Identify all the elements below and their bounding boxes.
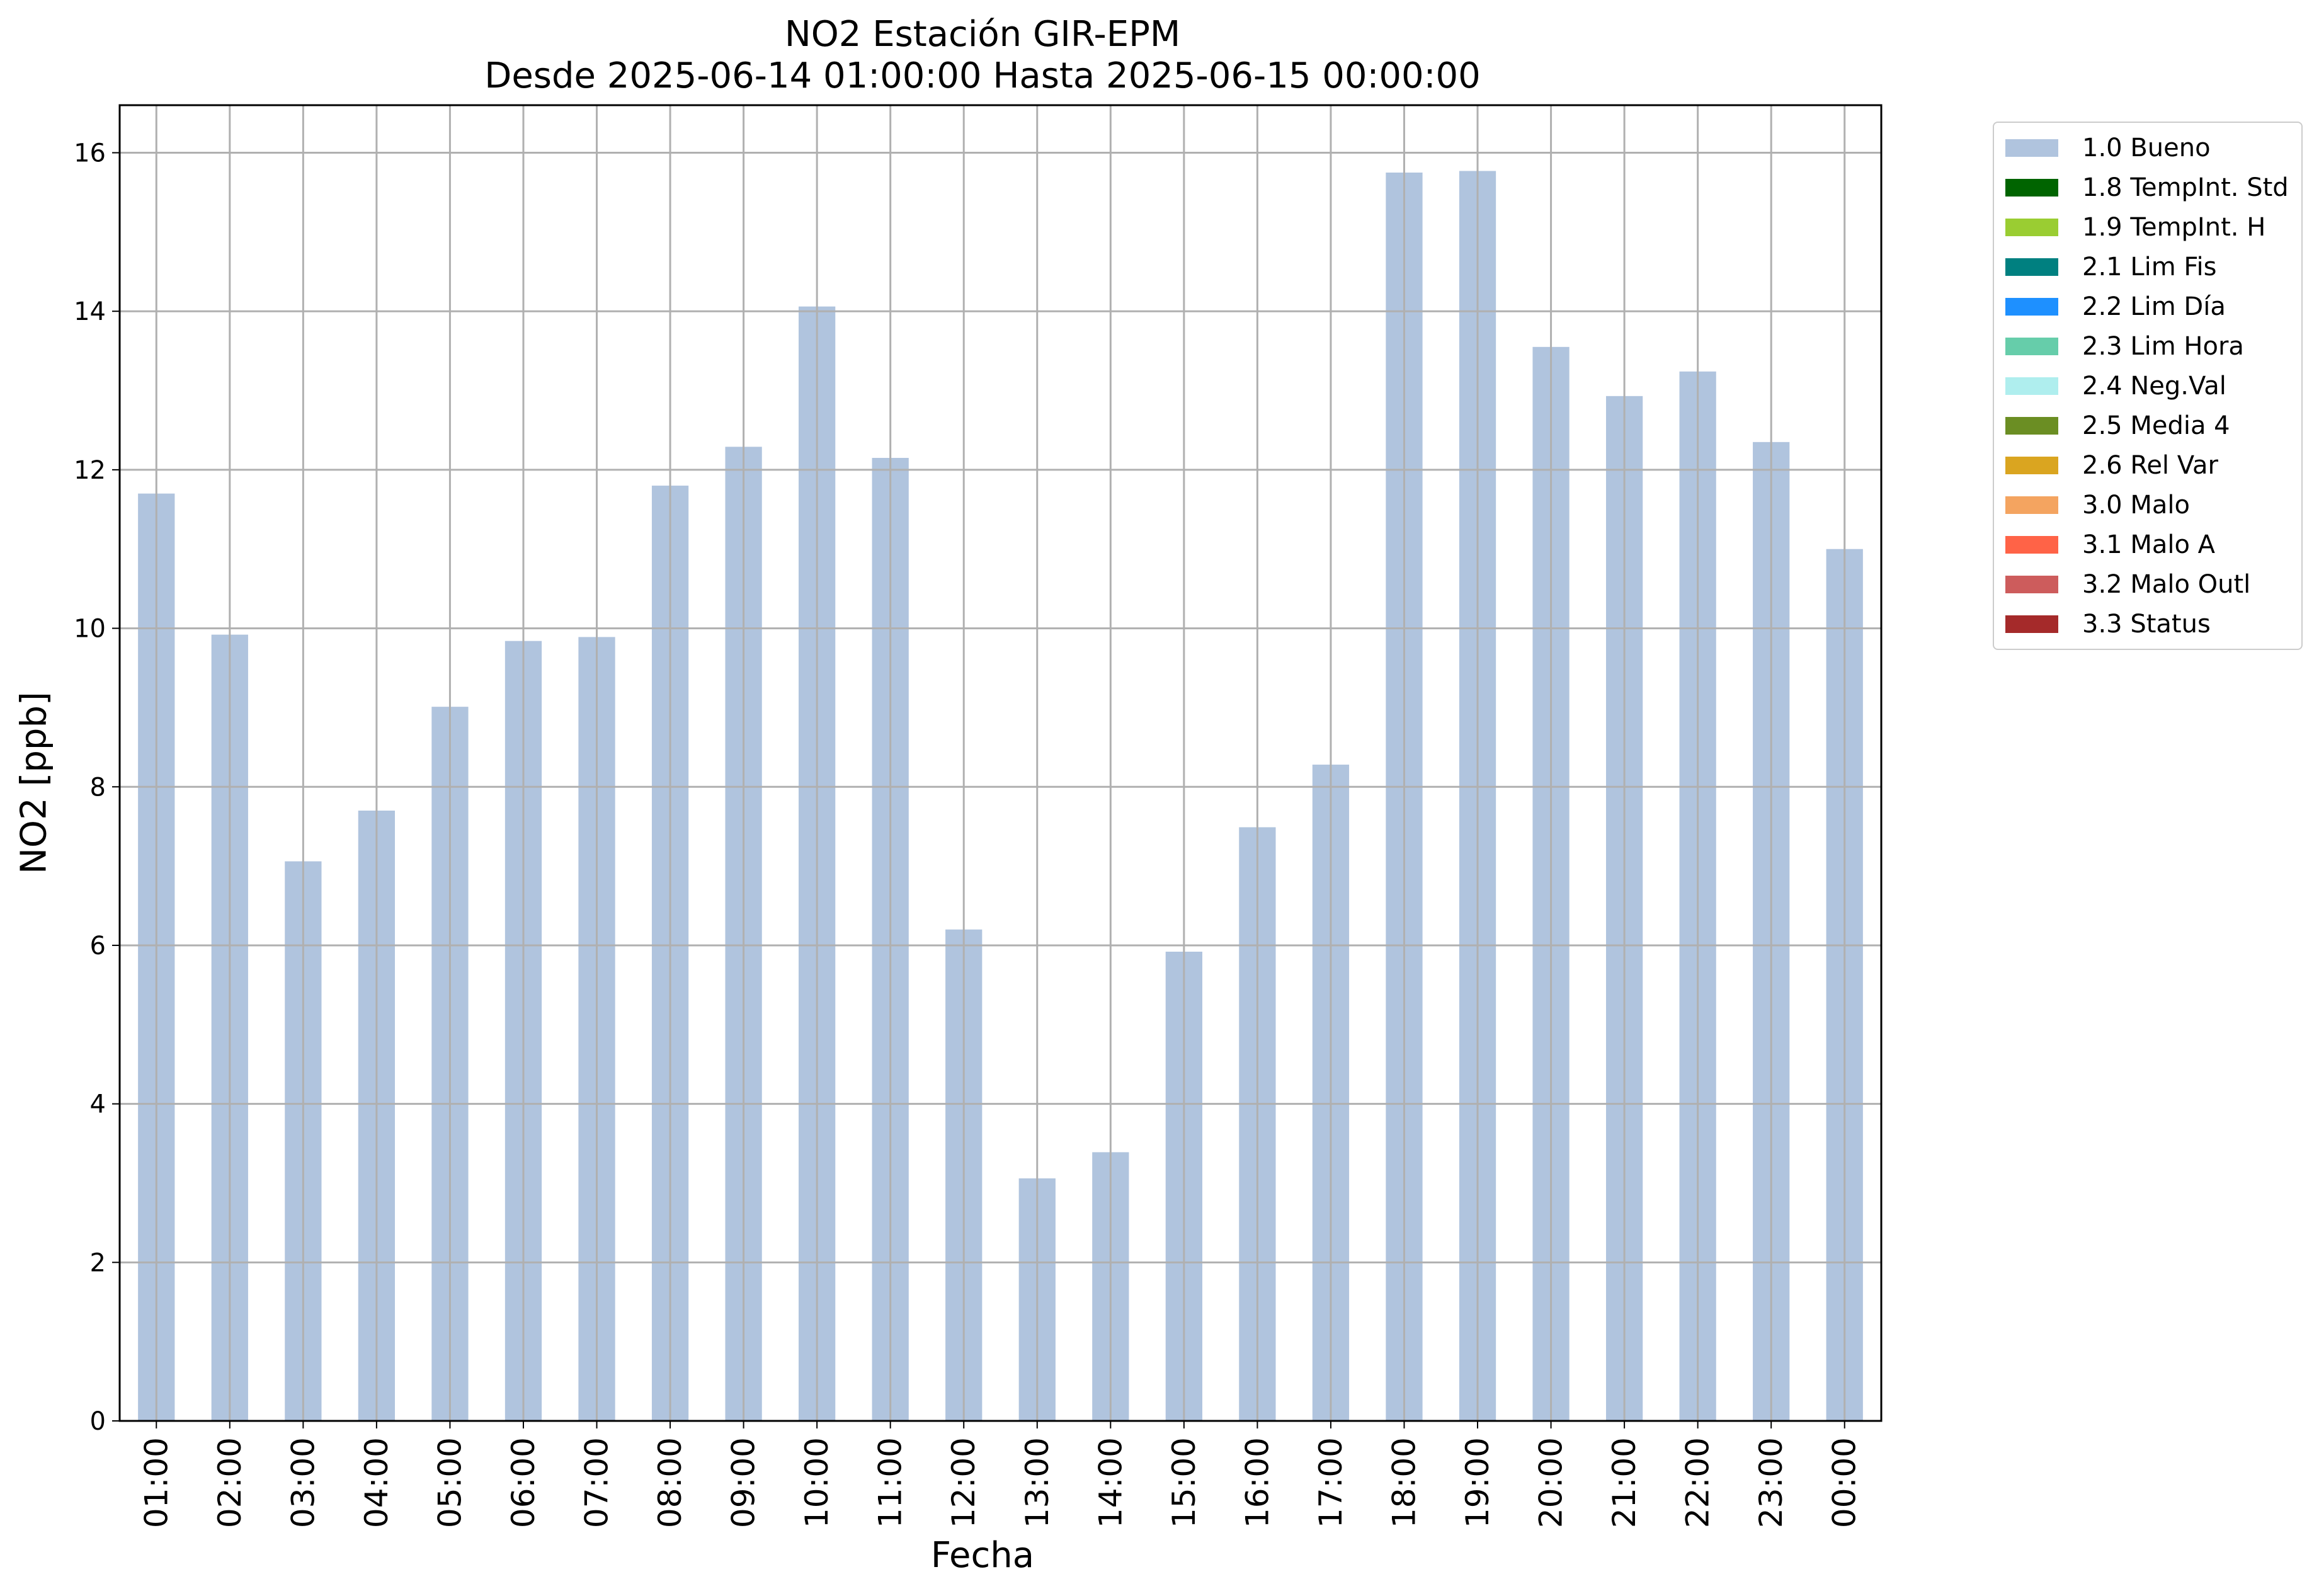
y-tick-label: 14 [74, 297, 106, 326]
legend-item: 2.5 Media 4 [1994, 406, 2301, 445]
x-tick-label: 11:00 [872, 1437, 909, 1528]
legend-label: 1.9 TempInt. H [2082, 212, 2266, 242]
legend-swatch [2005, 575, 2058, 593]
legend: 1.0 Bueno 1.8 TempInt. Std 1.9 TempInt. H 2… [1993, 122, 2303, 650]
legend-label: 3.1 Malo A [2082, 530, 2216, 559]
y-tick-label: 2 [90, 1248, 106, 1277]
legend-item: 1.0 Bueno [1994, 128, 2301, 168]
legend-swatch [2005, 297, 2058, 316]
legend-swatch [2005, 456, 2058, 474]
x-tick-label: 17:00 [1313, 1437, 1349, 1528]
legend-item: 1.9 TempInt. H [1994, 207, 2301, 247]
x-tick-label: 04:00 [358, 1437, 395, 1528]
legend-swatch [2005, 416, 2058, 435]
x-tick-label: 12:00 [945, 1437, 982, 1528]
y-tick-label: 4 [90, 1090, 106, 1119]
x-tick-label: 07:00 [579, 1437, 615, 1528]
y-tick-label: 8 [90, 773, 106, 802]
x-tick-label: 20:00 [1533, 1437, 1570, 1528]
legend-swatch [2005, 178, 2058, 197]
chart-title: NO2 Estación GIR-EPM [784, 14, 1181, 55]
legend-label: 1.8 TempInt. Std [2082, 173, 2289, 202]
x-tick-label: 13:00 [1019, 1437, 1056, 1528]
legend-swatch [2005, 218, 2058, 236]
x-tick-label: 01:00 [138, 1437, 174, 1528]
legend-label: 3.0 Malo [2082, 490, 2190, 520]
x-tick-label: 02:00 [212, 1437, 248, 1528]
y-tick-label: 10 [74, 615, 106, 644]
legend-item: 3.3 Status [1994, 604, 2301, 644]
legend-swatch [2005, 139, 2058, 157]
legend-item: 2.2 Lim Día [1994, 287, 2301, 326]
legend-label: 2.5 Media 4 [2082, 411, 2230, 440]
legend-label: 2.4 Neg.Val [2082, 371, 2226, 401]
y-tick-label: 6 [90, 932, 106, 960]
y-tick-label: 0 [90, 1407, 106, 1436]
plot-frame [118, 104, 1883, 1422]
x-tick-label: 23:00 [1753, 1437, 1789, 1528]
x-tick-label: 10:00 [799, 1437, 835, 1528]
legend-item: 2.1 Lim Fis [1994, 247, 2301, 287]
x-tick-label: 16:00 [1239, 1437, 1275, 1528]
x-tick-label: 18:00 [1386, 1437, 1422, 1528]
legend-label: 2.1 Lim Fis [2082, 252, 2217, 282]
x-tick-label: 06:00 [505, 1437, 542, 1528]
legend-swatch [2005, 258, 2058, 276]
x-tick-label: 22:00 [1680, 1437, 1716, 1528]
x-tick-label: 14:00 [1092, 1437, 1129, 1528]
y-axis-label: NO2 [ppb] [13, 692, 55, 874]
legend-swatch [2005, 535, 2058, 554]
legend-swatch [2005, 615, 2058, 633]
x-tick-label: 03:00 [285, 1437, 321, 1528]
legend-item: 3.2 Malo Outl [1994, 564, 2301, 604]
x-tick-label: 15:00 [1166, 1437, 1202, 1528]
legend-item: 3.1 Malo A [1994, 525, 2301, 564]
legend-item: 1.8 TempInt. Std [1994, 168, 2301, 207]
legend-label: 3.3 Status [2082, 609, 2211, 639]
legend-label: 2.3 Lim Hora [2082, 331, 2244, 361]
legend-item: 3.0 Malo [1994, 485, 2301, 525]
chart-subtitle: Desde 2025-06-14 01:00:00 Hasta 2025-06-… [484, 55, 1481, 96]
legend-item: 2.4 Neg.Val [1994, 366, 2301, 406]
x-tick-label: 05:00 [431, 1437, 468, 1528]
legend-label: 2.2 Lim Día [2082, 292, 2226, 321]
x-tick-label: 00:00 [1826, 1437, 1863, 1528]
legend-item: 2.6 Rel Var [1994, 445, 2301, 485]
x-axis-label: Fecha [930, 1535, 1035, 1576]
y-tick-label: 12 [74, 456, 106, 485]
x-tick-label: 19:00 [1459, 1437, 1496, 1528]
legend-swatch [2005, 337, 2058, 355]
legend-label: 3.2 Malo Outl [2082, 569, 2251, 599]
x-tick-label: 08:00 [652, 1437, 688, 1528]
legend-label: 1.0 Bueno [2082, 133, 2211, 162]
legend-swatch [2005, 377, 2058, 395]
legend-item: 2.3 Lim Hora [1994, 326, 2301, 366]
x-tick-label: 21:00 [1606, 1437, 1643, 1528]
legend-swatch [2005, 496, 2058, 514]
x-tick-label: 09:00 [726, 1437, 762, 1528]
legend-label: 2.6 Rel Var [2082, 450, 2218, 480]
y-tick-label: 16 [74, 139, 106, 168]
